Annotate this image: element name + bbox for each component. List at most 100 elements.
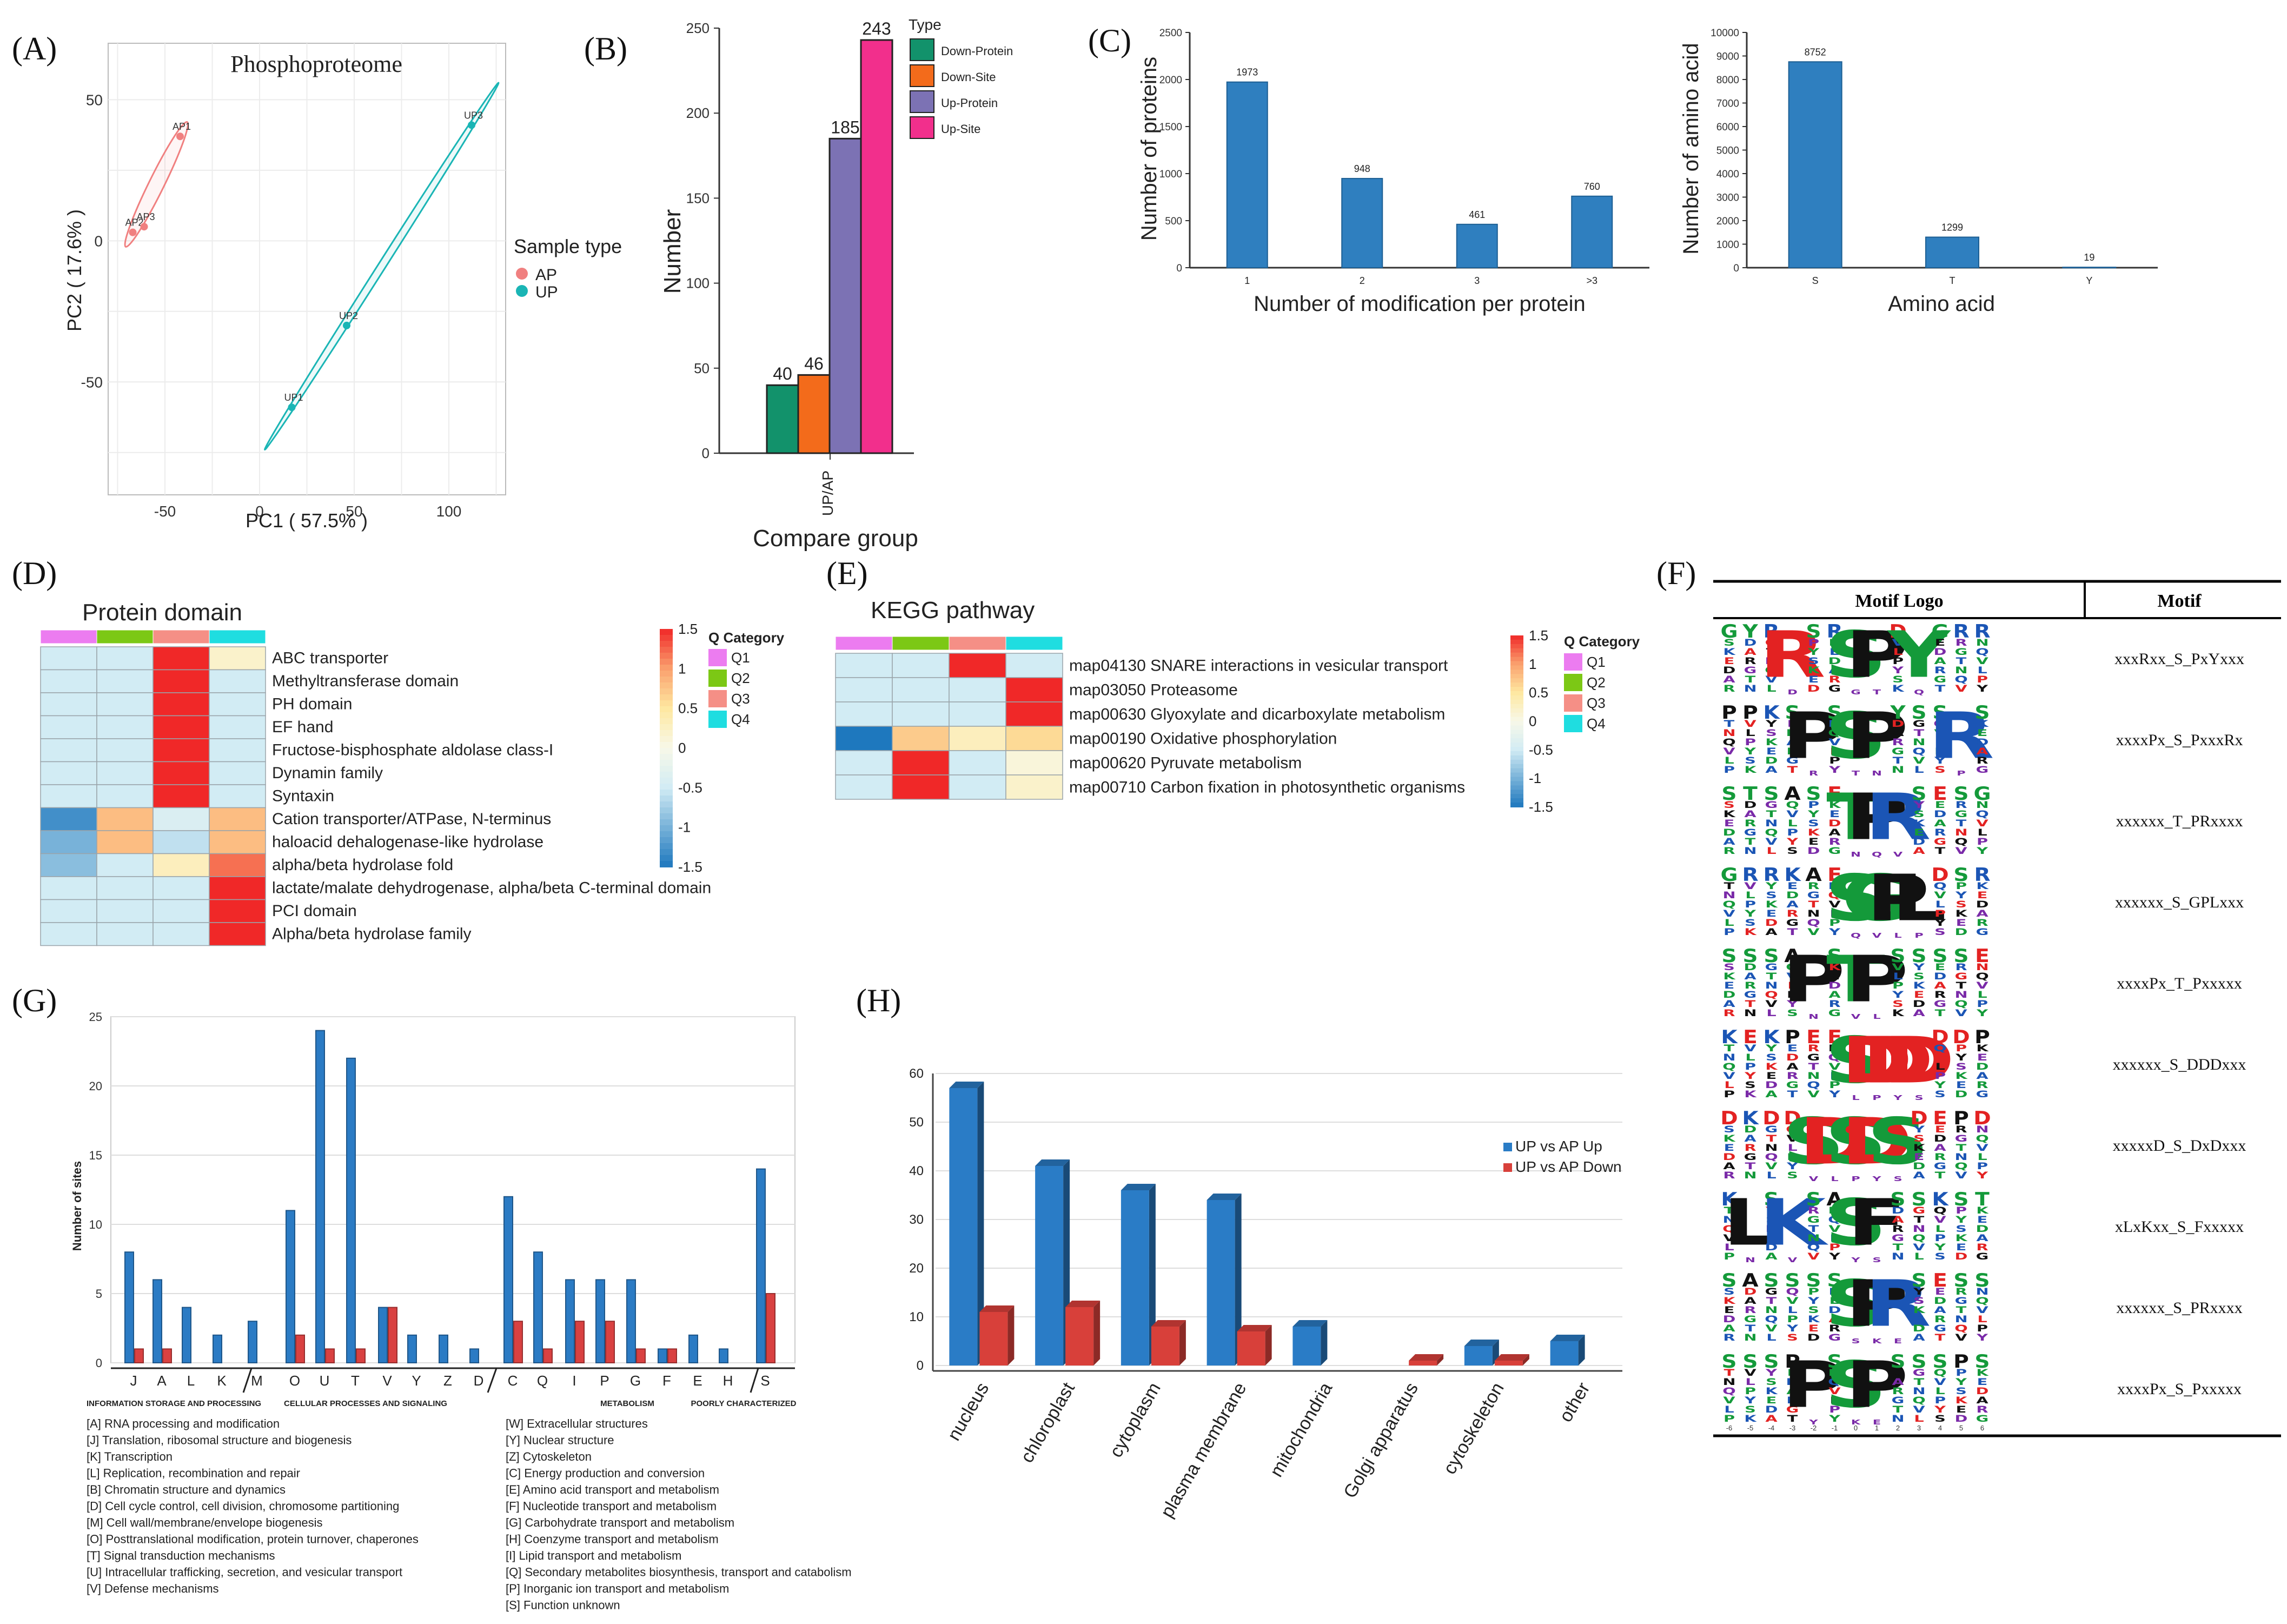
pca-point-label: AP1: [173, 121, 191, 132]
motif-logo-letter: L: [1787, 1304, 1797, 1315]
kegg-column-bar: [1005, 636, 1063, 651]
cog-bar-up: [595, 1279, 605, 1363]
pca-x-tick: 50: [346, 503, 362, 520]
motif-logo-letter: L: [1935, 1223, 1945, 1234]
modification-y-tick-label: 2000: [1159, 75, 1182, 86]
motif-logo-letter: Q: [1786, 1286, 1799, 1297]
motif-logo-letter: P: [1782, 699, 1845, 773]
motif-logo-letter: E: [1808, 836, 1819, 847]
panel-label-b: (B): [584, 31, 627, 67]
cog-bar-down: [766, 1293, 775, 1363]
motif-position-label: -5: [1747, 1424, 1754, 1432]
motif-logo-letter: E: [1956, 1242, 1967, 1252]
motif-logo-letter: D: [1828, 1304, 1841, 1315]
motif-logo-letter: S: [1745, 755, 1756, 766]
kegg-legend-label: Q1: [1587, 654, 1606, 670]
motif-logo-letter: V: [1913, 755, 1925, 766]
kegg-colorbar-slice: [1510, 785, 1523, 791]
cog-category-label: M: [251, 1373, 263, 1389]
kegg-colorbar-slice: [1510, 772, 1523, 778]
cog-legend-entry: [H] Coenzyme transport and metabolism: [506, 1533, 719, 1546]
motif-logo-letter: R: [1828, 674, 1840, 685]
pca-y-label: PC2 ( 17.6% ): [63, 209, 85, 332]
protein-domain-colorbar-slice: [660, 807, 673, 814]
motif-logo-letter: Y: [1976, 1332, 1988, 1343]
pca-y-tick: -50: [81, 374, 103, 390]
motif-logo-letter: E: [1724, 655, 1735, 666]
motif-logo-letter: K: [1744, 1413, 1757, 1424]
protein-domain-colorbar-slice: [660, 813, 673, 820]
location-bar-up: [1035, 1166, 1064, 1366]
location-bar-down-top: [1409, 1354, 1444, 1361]
motif-logo-letter: P: [1845, 1267, 1908, 1341]
motif-logo-letter: G: [1744, 1151, 1757, 1162]
motif-logo-letter: K: [1744, 1089, 1757, 1099]
motif-logo-letter: S: [1721, 1270, 1736, 1291]
motif-logo-letter: E: [1787, 1367, 1798, 1378]
compare-y-tick-label: 200: [686, 105, 710, 121]
motif-logo-letter: P: [1953, 1108, 1969, 1129]
motif-logo-letter: G: [1892, 746, 1905, 757]
motif-logo-letter: R: [1865, 780, 1931, 854]
cog-y-tick-label: 5: [96, 1287, 102, 1301]
kegg-colorbar-slice: [1510, 648, 1523, 653]
protein-domain-colorbar-slice: [660, 635, 673, 641]
motif-logo-letter: N: [1765, 1304, 1778, 1315]
motif-logo-letter: Q: [1828, 1052, 1841, 1063]
kegg-colorbar-slice: [1510, 743, 1523, 748]
motif-logo-letter: N: [1722, 1214, 1735, 1225]
motif-logo-letter: D: [1913, 836, 1926, 847]
motif-logo-letter: K: [1828, 637, 1841, 648]
motif-logo-letter: S: [1808, 818, 1819, 828]
motif-logo-letter: N: [1828, 718, 1841, 729]
motif-logo-letter: P: [1845, 618, 1908, 692]
cog-y-tick-label: 15: [89, 1149, 102, 1162]
cog-bar-up: [286, 1210, 295, 1363]
protein-domain-colorbar-slice: [660, 665, 673, 671]
motif-logo-letter: Y: [1955, 890, 1967, 900]
cog-category-label: H: [723, 1373, 733, 1389]
motif-logo-letter: Q: [1786, 962, 1799, 972]
motif-logo-letter: V: [1723, 908, 1735, 919]
motif-logo-letter: Y: [1744, 1070, 1756, 1081]
motif-logo-letter: S: [1721, 783, 1736, 805]
modification-x-tick-label: 2: [1360, 275, 1365, 286]
motif-logo-letter: D: [1784, 1108, 1801, 1129]
compare-bar-up-protein: [828, 137, 862, 454]
motif-logo-letter: K: [1828, 799, 1841, 810]
motif-logo-letter: V: [1723, 1232, 1735, 1243]
motif-logo-letter: S: [1825, 1267, 1887, 1341]
motif-logo-letter: E: [1935, 1124, 1946, 1135]
motif-logo-letter: V: [1828, 737, 1841, 747]
motif-logo-letter: Q: [1722, 1061, 1735, 1072]
motif-logo-letter: V: [1955, 845, 1967, 856]
amino-acid-bar-value: 19: [2084, 252, 2094, 263]
cog-legend-entry: [Z] Cytoskeleton: [506, 1450, 592, 1463]
motif-logo-letter: S: [1745, 917, 1756, 928]
motif-logo-letter: G: [1841, 861, 1912, 936]
protein-domain-row-label: EF hand: [272, 718, 333, 736]
protein-domain-colorbar: 1.5 1 0.5 0 -0.5 -1 -1.5: [660, 621, 702, 875]
motif-logo-letter: D: [1765, 917, 1778, 928]
motif-logo-letter: V: [1934, 727, 1946, 738]
motif-logo-letter: A: [1784, 945, 1801, 967]
motif-logo-letter: A: [1742, 1270, 1759, 1291]
motif-logo-letter: D: [1913, 998, 1926, 1009]
kegg-heatmap: KEGG pathway map04130 SNARE interactions…: [835, 597, 1640, 815]
motif-logo-letter: T: [1743, 783, 1758, 805]
amino-acid-y-tick-label: 0: [1733, 263, 1739, 274]
motif-logo-letter: Q: [1933, 1043, 1946, 1053]
location-legend-swatch: [1503, 1163, 1512, 1172]
location-bar-up-side: [1321, 1320, 1328, 1366]
kegg-row-label: map00620 Pyruvate metabolism: [1069, 754, 1302, 772]
kegg-cell: [835, 750, 893, 775]
motif-logo-letter: A: [1744, 971, 1756, 982]
motif-logo-letter: S: [1766, 890, 1777, 900]
motif-logo-letter: N: [1891, 764, 1904, 775]
motif-logo-letter: V: [1976, 655, 1988, 666]
motif-logo-letter: G: [1955, 1295, 1968, 1306]
compare-bar-value: 40: [773, 364, 792, 383]
amino-acid-y-tick-label: 5000: [1716, 145, 1739, 157]
motif-logo-letter: N: [1744, 1332, 1756, 1343]
protein-domain-colorbar-slice: [660, 677, 673, 683]
